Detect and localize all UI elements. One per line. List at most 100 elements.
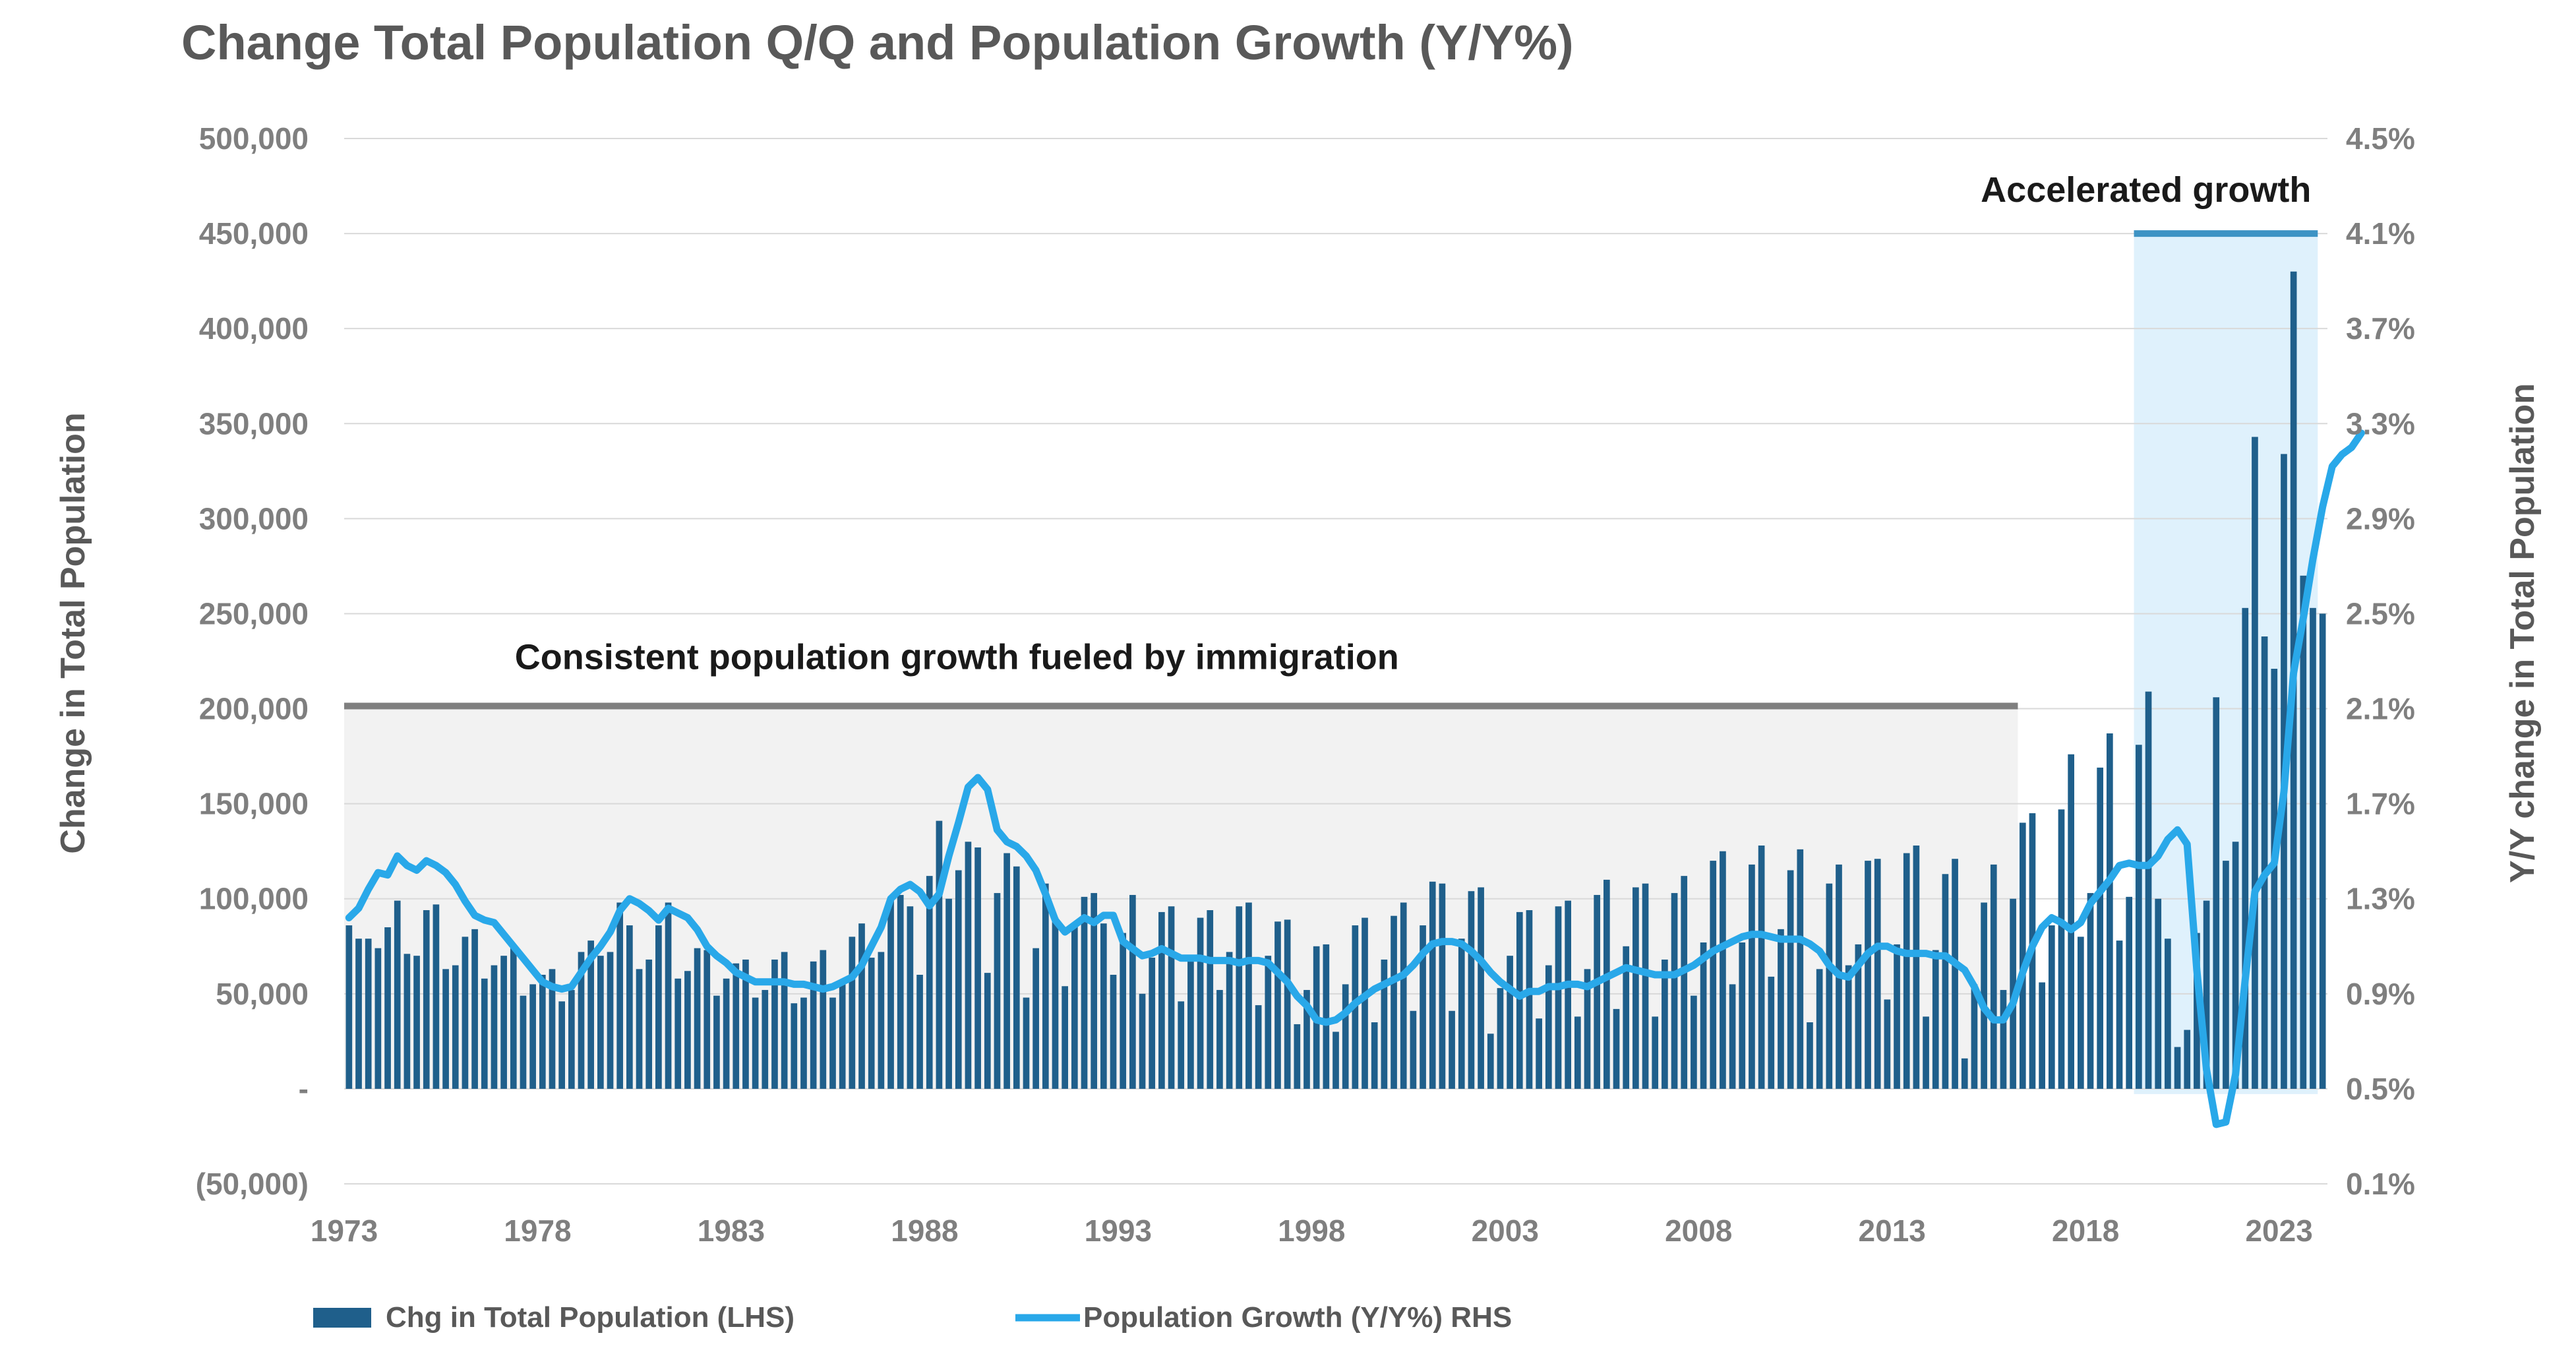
population-change-bar [2213, 697, 2220, 1089]
population-change-bar [1739, 942, 1746, 1089]
population-change-bar [1468, 891, 1475, 1089]
population-change-bar [2194, 933, 2200, 1089]
population-change-bar [520, 995, 527, 1089]
population-change-bar [549, 969, 556, 1089]
population-change-bar [810, 961, 817, 1089]
bar-series [345, 271, 2326, 1089]
x-tick-label: 1988 [891, 1214, 958, 1248]
population-change-bar [762, 990, 769, 1089]
population-change-bar [1265, 956, 1272, 1089]
population-change-bar [936, 820, 943, 1089]
population-change-bar [2039, 982, 2045, 1089]
population-change-bar [1449, 1010, 1455, 1089]
population-change-bar [965, 842, 972, 1089]
population-change-bar [2087, 893, 2094, 1089]
population-change-bar [1400, 902, 1407, 1089]
population-change-bar [365, 939, 372, 1089]
population-change-bar [1526, 910, 1533, 1089]
population-change-bar [2136, 745, 2142, 1089]
population-change-bar [2300, 575, 2307, 1089]
population-change-bar [694, 948, 701, 1089]
x-tick-label: 2018 [2052, 1214, 2119, 1248]
population-change-bar [1855, 944, 1862, 1089]
population-change-bar [916, 975, 923, 1089]
population-change-bar [1942, 874, 1949, 1089]
population-change-bar [2145, 691, 2152, 1089]
population-change-bar [1990, 864, 1997, 1089]
growth-line [345, 429, 2365, 1128]
population-change-bar [404, 954, 411, 1089]
population-change-bar [1691, 995, 1697, 1089]
population-change-bar [684, 971, 691, 1089]
population-change-bar [1187, 956, 1194, 1089]
left-tick-label: 250,000 [199, 596, 309, 631]
left-tick-label: 300,000 [199, 501, 309, 536]
population-change-bar [616, 902, 624, 1089]
left-axis-ticks: 500,000 450,000 400,000 350,000 300,000 250,0… [196, 121, 309, 1201]
population-change-bar [491, 965, 498, 1089]
left-tick-label: 450,000 [199, 216, 309, 251]
left-tick-label: 100,000 [199, 882, 309, 916]
population-change-bar [1226, 952, 1233, 1089]
x-tick-label: 1983 [698, 1214, 765, 1248]
population-change-bar [1439, 883, 1446, 1089]
population-change-bar [636, 969, 643, 1089]
population-change-bar [974, 847, 981, 1089]
population-change-bar [2223, 861, 2229, 1089]
population-change-bar [829, 997, 836, 1089]
population-change-bar [1023, 997, 1030, 1089]
population-change-bar [878, 952, 885, 1089]
population-change-bar [1516, 911, 1523, 1089]
population-change-bar [1536, 1018, 1542, 1089]
population-change-bar [1303, 990, 1310, 1089]
accelerated-growth-label: Accelerated growth [1981, 170, 2311, 210]
population-change-bar [1081, 896, 1088, 1089]
population-change-bar [1497, 988, 1504, 1089]
population-change-bar [1033, 948, 1039, 1089]
population-change-bar [1342, 984, 1349, 1089]
right-tick-label: 4.1% [2346, 216, 2415, 251]
right-tick-label: 0.1% [2346, 1167, 2415, 1201]
population-change-bar [1749, 864, 1755, 1089]
population-change-bar [1391, 915, 1397, 1089]
population-change-bar [781, 952, 788, 1089]
population-change-bar [1062, 986, 1068, 1089]
right-tick-label: 4.5% [2346, 121, 2415, 156]
population-change-bar [1797, 849, 1804, 1089]
population-change-bar [771, 959, 778, 1089]
x-tick-label: 2003 [1472, 1214, 1539, 1248]
right-tick-label: 0.5% [2346, 1072, 2415, 1106]
x-tick-label: 1978 [504, 1214, 571, 1248]
population-change-bar [384, 927, 391, 1089]
population-change-bar [655, 925, 662, 1089]
population-change-bar [1758, 846, 1765, 1089]
right-axis-title: Y/Y change in Total Population [2503, 383, 2542, 883]
population-change-bar [1371, 1022, 1378, 1089]
left-tick-label: 200,000 [199, 692, 309, 726]
population-change-bar [1255, 1005, 1262, 1089]
population-change-bar [994, 893, 1001, 1089]
population-change-bar [539, 975, 546, 1089]
population-change-bar [1178, 1001, 1185, 1089]
population-change-bar [462, 937, 469, 1089]
right-tick-label: 2.5% [2346, 596, 2415, 631]
population-change-bar [1952, 859, 1958, 1089]
x-tick-label: 2023 [2245, 1214, 2312, 1248]
population-change-bar [2077, 937, 2084, 1089]
population-change-bar [1487, 1033, 1494, 1089]
population-change-bar [1149, 958, 1156, 1089]
population-change-bar [1981, 902, 1987, 1089]
population-change-bar [2068, 754, 2075, 1089]
population-change-bar [742, 959, 749, 1089]
population-change-bar [674, 978, 682, 1089]
population-change-bar [1333, 1031, 1339, 1089]
population-change-bar [645, 959, 653, 1089]
population-change-bar [665, 902, 672, 1089]
left-tick-label: 350,000 [199, 406, 309, 441]
population-change-bar [374, 948, 382, 1089]
population-change-bar [1274, 921, 1281, 1089]
legend-line-label: Population Growth (Y/Y%) RHS [1083, 1301, 1512, 1334]
population-change-bar [849, 937, 856, 1089]
population-change-bar [1245, 902, 1252, 1089]
population-change-bar [1129, 894, 1136, 1089]
